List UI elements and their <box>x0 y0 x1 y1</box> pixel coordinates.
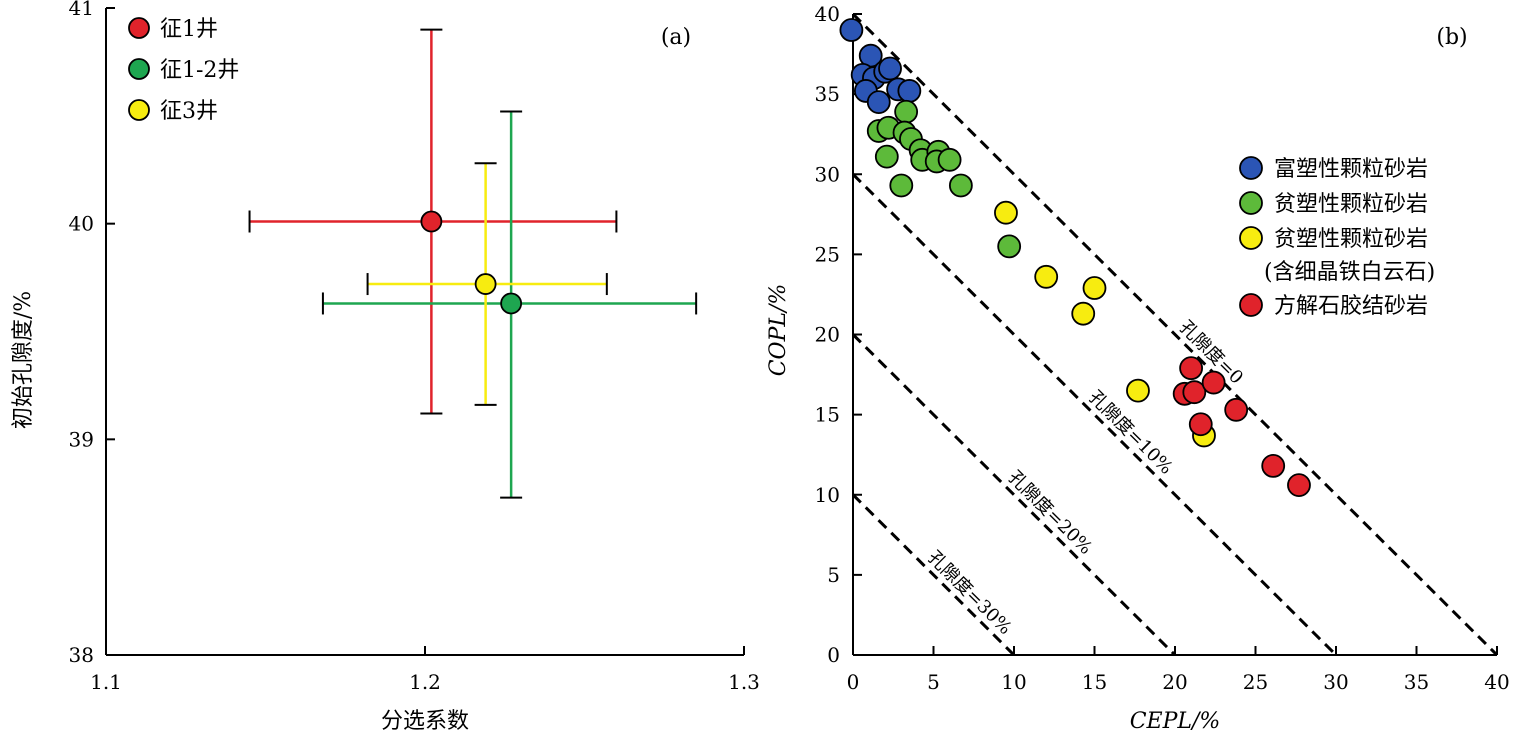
panel-a-y-tick-label: 40 <box>69 212 94 236</box>
porosity-line <box>851 173 1338 657</box>
panel-b-x-tick-label: 25 <box>1243 670 1268 694</box>
porosity-line <box>851 12 1499 657</box>
legend-b-marker <box>1239 156 1263 180</box>
panel-b-data-point <box>1179 356 1203 381</box>
panel-a-x-tick-label: 1.3 <box>728 670 760 694</box>
panel-b-data-point <box>1287 473 1311 498</box>
panel-b-data-point <box>948 173 973 198</box>
legend-b-label: 富塑性颗粒砂岩 <box>1274 157 1428 182</box>
porosity-line-label: 孔隙度=10% <box>1085 387 1177 479</box>
panel-a-xlabel: 分选系数 <box>381 709 469 734</box>
panel-b-x-tick-label: 20 <box>1162 670 1187 694</box>
panel-a-ylabel: 初始孔隙度/% <box>11 291 36 429</box>
panel-b-data-point <box>1188 412 1213 437</box>
panel-a-tag: (a) <box>661 25 691 50</box>
legend-b-label: 贫塑性颗粒砂岩 (含细晶铁白云石) <box>1264 227 1435 285</box>
legend-b-marker <box>1239 226 1263 250</box>
panel-b-data-point <box>1034 264 1059 289</box>
panel-a-data-point <box>420 210 443 233</box>
panel-a-x-tick-label: 1.2 <box>409 670 441 694</box>
panel-b-data-point <box>874 144 899 169</box>
panel-b-data-point <box>1261 454 1286 478</box>
panel-b-x-tick-label: 15 <box>1082 670 1107 694</box>
panel-b-x-tick-label: 0 <box>847 670 860 694</box>
porosity-line-label: 孔隙度=20% <box>1004 467 1096 559</box>
panel-b-data-point <box>894 99 919 124</box>
legend-b-label-line: (含细晶铁白云石) <box>1264 260 1435 285</box>
panel-a-x-tick-label: 1.1 <box>90 670 122 694</box>
panel-b-data-point <box>997 234 1022 259</box>
panel-a-y-tick-label: 41 <box>69 0 94 20</box>
panel-a-point-group <box>248 28 618 415</box>
panel-a-point-group <box>366 162 608 406</box>
panel-b-y-tick-label: 10 <box>815 483 840 507</box>
panel-b-x-tick-label: 30 <box>1323 670 1348 694</box>
panel-b-data-point <box>1126 378 1150 403</box>
panel-b-y-tick-label: 35 <box>815 82 840 106</box>
panel-b-tag: (b) <box>1436 25 1467 50</box>
panel-b-data-point <box>878 56 902 81</box>
panel-a-y-tick-label: 38 <box>69 643 94 667</box>
panel-b-data-point <box>994 200 1018 225</box>
legend-a-label: 征3井 <box>160 99 218 124</box>
panel-b-data-point <box>1082 276 1107 300</box>
legend-b-marker <box>1239 293 1263 317</box>
panel-b-ylabel: COPL/% <box>766 284 791 377</box>
panel-b-x-tick-label: 40 <box>1484 670 1509 694</box>
panel-b-y-tick-label: 20 <box>815 323 840 347</box>
legend-b-label: 贫塑性颗粒砂岩 <box>1274 192 1428 217</box>
panel-b-x-tick-label: 10 <box>1001 670 1026 694</box>
panel-a-point-group <box>321 110 698 499</box>
panel-b-data-point <box>1224 397 1249 422</box>
panel-b-data-point <box>1201 370 1226 395</box>
porosity-line-label: 孔隙度=30% <box>924 547 1016 639</box>
porosity-line <box>851 333 1177 657</box>
panel-b-y-tick-label: 40 <box>815 2 840 26</box>
panel-a-data-point <box>500 292 523 315</box>
panel-b-x-tick-label: 35 <box>1404 670 1429 694</box>
legend-a-label: 征1-2井 <box>160 58 239 83</box>
legend-b-label: 方解石胶结砂岩 <box>1274 294 1428 319</box>
panel-b-y-tick-label: 25 <box>815 242 840 266</box>
panel-b-data-point <box>889 173 914 198</box>
legend-a-label: 征1井 <box>160 17 218 42</box>
porosity-line <box>851 493 1016 657</box>
legend-a-marker <box>128 99 150 121</box>
panel-b-y-tick-label: 5 <box>827 563 840 587</box>
panel-a-data-point <box>474 273 497 295</box>
panel-b-y-tick-label: 15 <box>815 403 840 427</box>
panel-b-data-point <box>1182 380 1207 405</box>
panel-b-y-tick-label: 30 <box>815 162 840 186</box>
panel-b-x-tick-label: 5 <box>927 670 940 694</box>
panel-b-data-point <box>839 18 864 42</box>
panel-b-data-point <box>866 90 891 115</box>
panel-b-xlabel: CEPL/% <box>1130 709 1221 734</box>
panel-b-data-point <box>1071 301 1096 326</box>
legend-b-label-line: 贫塑性颗粒砂岩 <box>1274 227 1428 252</box>
panel-b-y-tick-label: 0 <box>827 643 840 667</box>
legend-a-marker <box>128 17 150 39</box>
panel-a-y-tick-label: 39 <box>69 427 94 451</box>
panel-b-data-point <box>937 147 962 172</box>
legend-b-marker <box>1239 191 1263 215</box>
legend-a-marker <box>128 58 150 80</box>
panel-b-data-point <box>897 79 922 103</box>
panel-a: 分选系数 初始孔隙度/% (a) 1.1 1.2 1.3 38 39 40 41 征1井征1-… <box>11 0 760 734</box>
panel-b: CEPL/% COPL/% (b) 0 5 10 15 20 25 30 35 40 0 5 10 15… <box>766 2 1510 734</box>
